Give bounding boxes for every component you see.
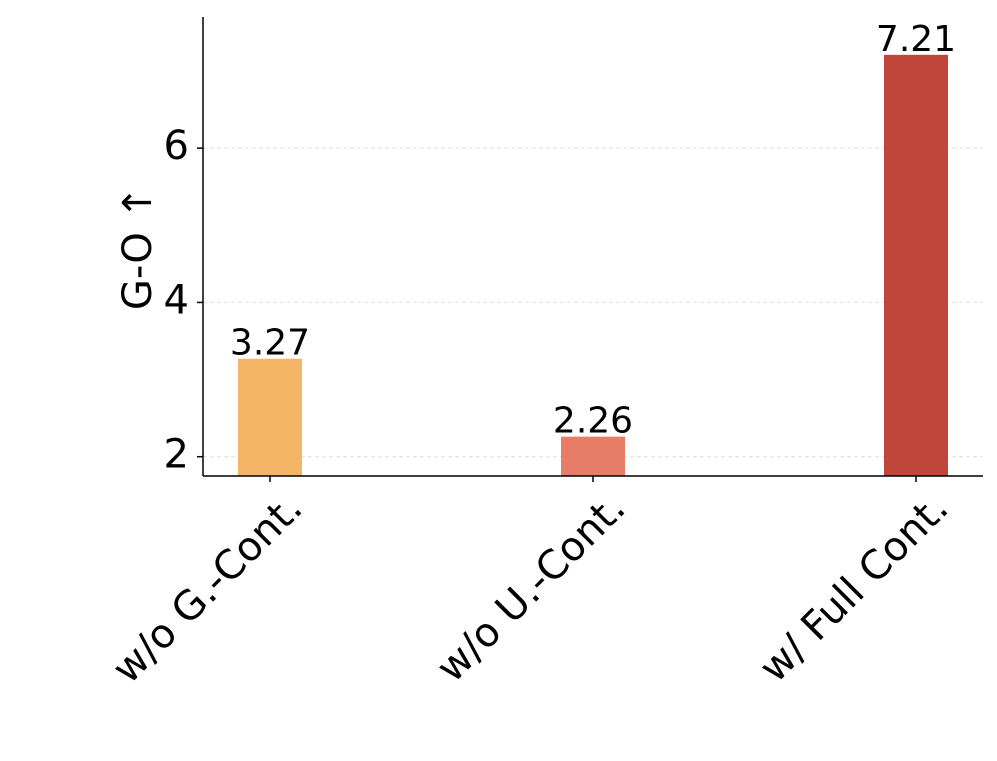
y-axis-label: G-O ↑: [115, 186, 161, 310]
x-tick-label: w/o U.-Cont.: [428, 485, 634, 691]
y-tick-label: 4: [164, 277, 189, 323]
x-tick-label: w/o G.-Cont.: [104, 485, 312, 693]
x-tick-label: w/ Full Cont.: [751, 485, 958, 692]
data-label: 2.26: [553, 401, 633, 442]
bar: [884, 54, 948, 477]
data-label: 3.27: [230, 323, 310, 364]
data-label: 7.21: [876, 19, 956, 60]
bar: [238, 358, 302, 476]
y-tick-label: 2: [164, 432, 189, 478]
y-tick-label: 6: [164, 123, 189, 169]
bar: [561, 436, 625, 476]
